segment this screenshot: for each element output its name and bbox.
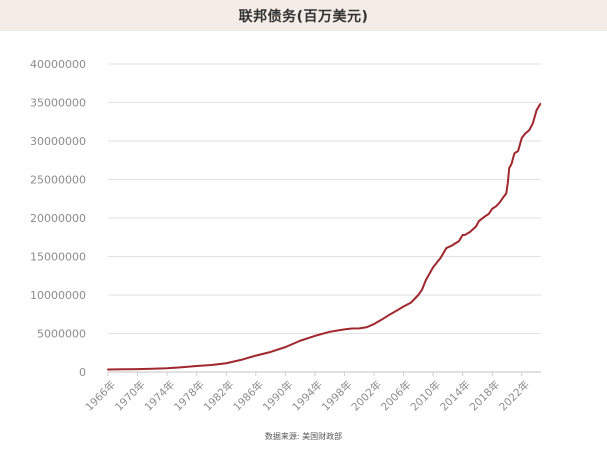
- y-tick-label: 40000000: [30, 58, 86, 71]
- title-bar: 联邦债务(百万美元): [0, 0, 607, 31]
- x-tick-label: 1986年: [230, 378, 266, 414]
- y-tick-label: 35000000: [30, 97, 86, 110]
- y-tick-label: 25000000: [30, 174, 86, 187]
- chart-title: 联邦债务(百万美元): [238, 8, 369, 25]
- y-tick-label: 5000000: [37, 328, 86, 341]
- x-tick-label: 1982年: [201, 378, 237, 414]
- x-tick-label: 1970年: [112, 378, 148, 414]
- x-tick-label: 2010年: [408, 378, 444, 414]
- y-axis-ticks: 0 5000000 10000000 15000000 20000000 25000000…: [30, 58, 86, 379]
- x-tick-label: 1966年: [83, 378, 119, 414]
- y-tick-label: 10000000: [30, 289, 86, 302]
- y-tick-label: 20000000: [30, 212, 86, 225]
- x-tick-label: 1978年: [171, 378, 207, 414]
- x-tick-label: 2018年: [467, 378, 503, 414]
- y-tick-label: 30000000: [30, 135, 86, 148]
- gridlines: [108, 63, 541, 373]
- x-axis-ticks: 1966年1970年1974年1978年1982年1986年1990年1994年…: [83, 372, 532, 414]
- source-note: 数据来源: 美国财政部: [264, 432, 343, 441]
- x-tick-label: 2014年: [437, 378, 473, 414]
- series-layer: [107, 103, 542, 371]
- x-tick-label: 2022年: [496, 378, 532, 414]
- y-tick-label: 15000000: [30, 251, 86, 264]
- x-tick-label: 1994年: [290, 378, 326, 414]
- x-tick-label: 1998年: [319, 378, 355, 414]
- x-tick-label: 1990年: [260, 378, 296, 414]
- x-tick-label: 2006年: [378, 378, 414, 414]
- x-tick-label: 2002年: [349, 378, 385, 414]
- series-line: [107, 103, 542, 371]
- x-tick-label: 1974年: [142, 378, 178, 414]
- y-tick-label: 0: [79, 366, 86, 379]
